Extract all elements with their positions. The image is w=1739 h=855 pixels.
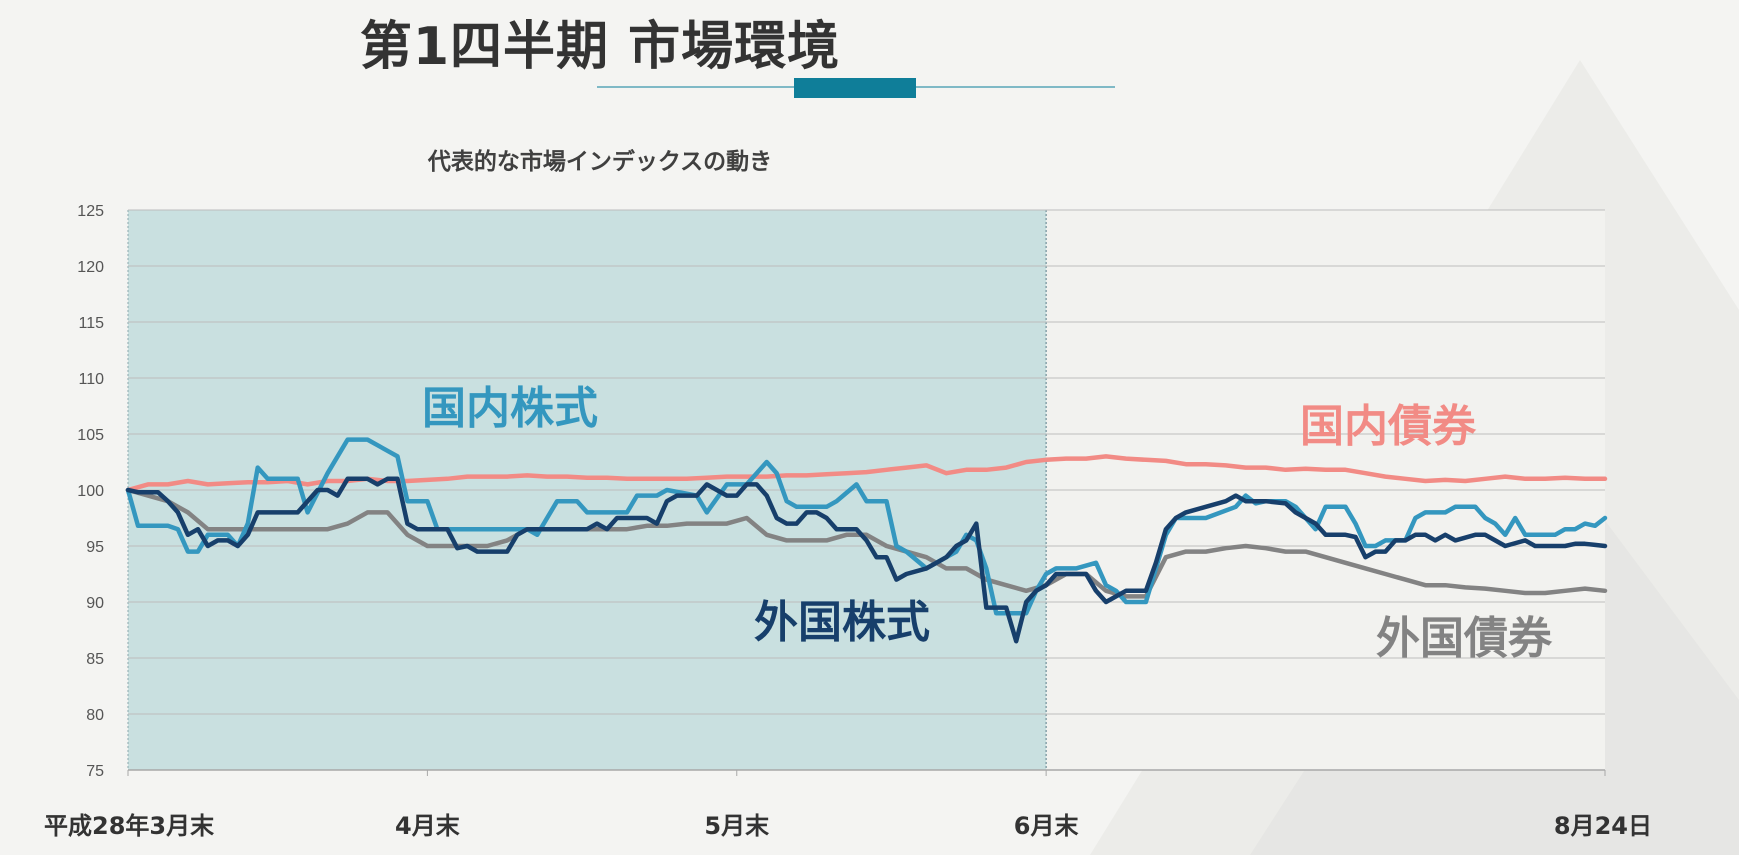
x-tick-label: 6月末 xyxy=(1014,812,1080,840)
series-annotation: 外国債券 xyxy=(1376,613,1553,664)
y-tick-label: 75 xyxy=(86,763,104,780)
series-annotation: 国内株式 xyxy=(422,383,598,434)
series-annotation: 外国株式 xyxy=(754,597,930,648)
y-tick-label: 110 xyxy=(78,371,104,388)
y-tick-label: 85 xyxy=(86,651,104,668)
x-tick-label: 8月24日 xyxy=(1554,812,1652,840)
series-line xyxy=(125,476,1608,644)
x-tick-label: 5月末 xyxy=(704,812,770,840)
title-accent-bar xyxy=(794,78,916,98)
y-tick-label: 95 xyxy=(86,539,104,556)
y-tick-label: 100 xyxy=(77,483,104,500)
y-tick-label: 80 xyxy=(86,707,104,724)
x-tick-label: 平成28年3月末 xyxy=(44,812,215,840)
series-annotation: 国内債券 xyxy=(1300,401,1477,452)
x-tick-label: 4月末 xyxy=(395,812,461,840)
y-tick-label: 120 xyxy=(77,259,104,276)
y-tick-label: 125 xyxy=(77,203,104,220)
series-line xyxy=(125,454,1608,493)
chart-subtitle: 代表的な市場インデックスの動き xyxy=(427,149,773,175)
y-tick-label: 115 xyxy=(78,315,104,332)
y-tick-label: 105 xyxy=(77,427,104,444)
page-title: 第1四半期 市場環境 xyxy=(359,17,841,77)
y-tick-label: 90 xyxy=(86,595,104,612)
series-line xyxy=(125,487,1608,599)
